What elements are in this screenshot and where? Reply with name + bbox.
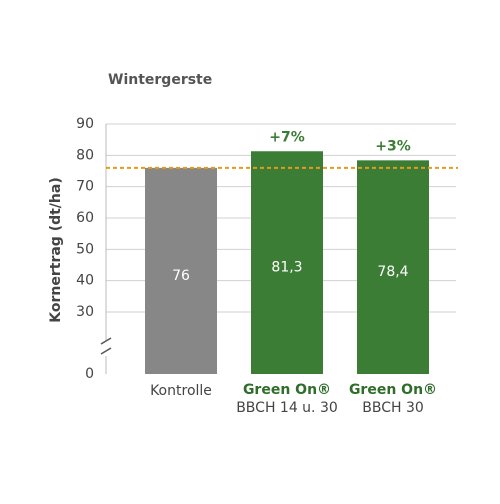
x-tick-label: BBCH 30 bbox=[362, 400, 424, 416]
y-tick-label: 80 bbox=[76, 147, 94, 163]
axis-break bbox=[100, 337, 112, 345]
y-tick-label: 60 bbox=[76, 210, 94, 226]
chart-title: Wintergerste bbox=[108, 72, 212, 88]
annotation: +7% bbox=[269, 129, 305, 145]
y-axis-label: Kornertrag (dt/ha) bbox=[48, 177, 64, 322]
y-tick-label: 90 bbox=[76, 116, 94, 132]
bar bbox=[357, 160, 429, 374]
value-label: 81,3 bbox=[271, 260, 302, 276]
bar bbox=[145, 167, 217, 374]
axis-break bbox=[100, 347, 112, 355]
y-tick-label: 0 bbox=[85, 366, 94, 382]
y-tick-label: 40 bbox=[76, 273, 94, 289]
brand-logo: Green On® bbox=[243, 382, 331, 398]
brand-logo: Green On® bbox=[349, 382, 437, 398]
value-label: 76 bbox=[172, 268, 190, 284]
y-tick-label: 30 bbox=[76, 304, 94, 320]
x-tick-label: BBCH 14 u. 30 bbox=[236, 400, 338, 416]
bar bbox=[251, 151, 323, 374]
value-label: 78,4 bbox=[377, 264, 408, 280]
x-tick-label: Kontrolle bbox=[150, 383, 212, 399]
y-tick-label: 50 bbox=[76, 241, 94, 257]
y-tick-label: 70 bbox=[76, 179, 94, 195]
annotation: +3% bbox=[375, 138, 411, 154]
